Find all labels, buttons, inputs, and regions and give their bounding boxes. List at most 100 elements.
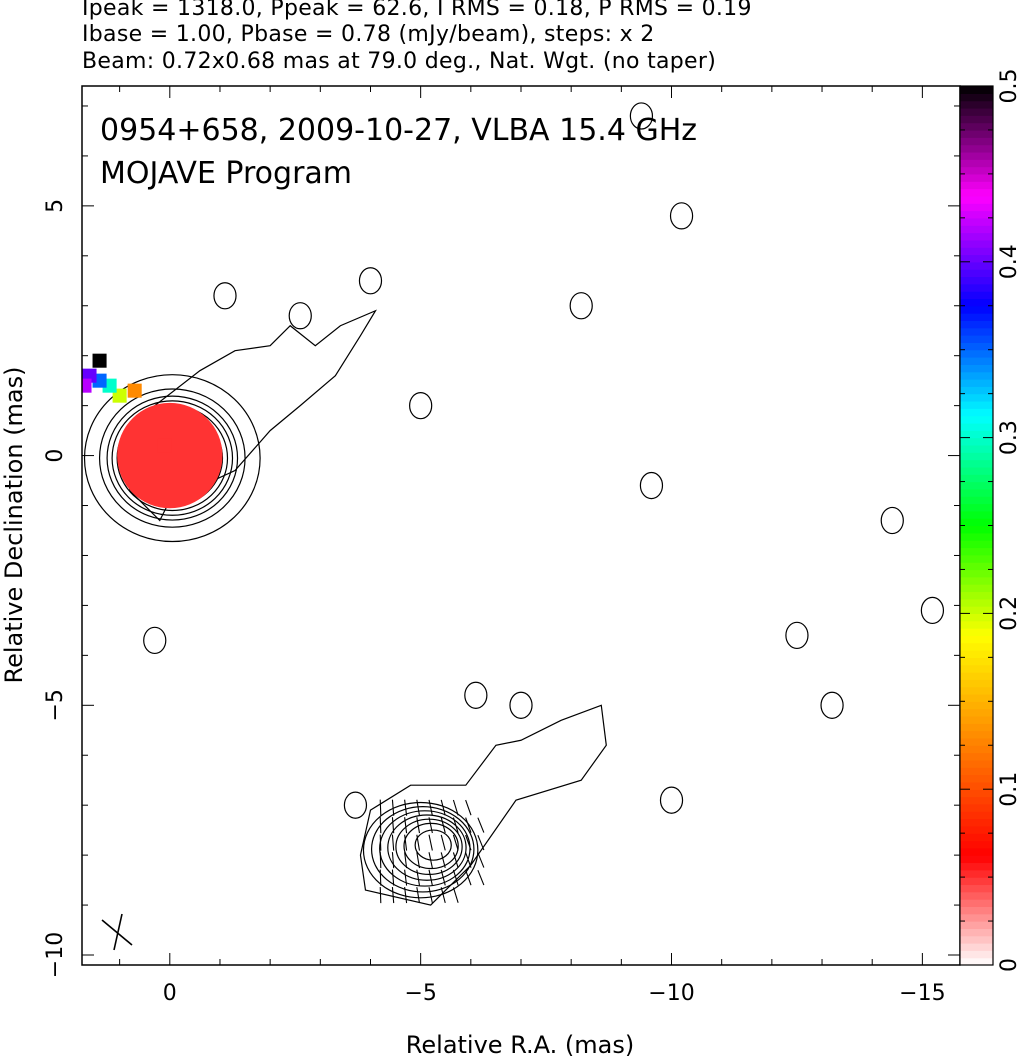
colorbar-band (960, 818, 993, 827)
evpa-stick (465, 834, 472, 851)
colorbar-band (960, 642, 993, 651)
colorbar: 0 0.1 0.2 0.3 0.4 0.5 (959, 69, 1021, 972)
knot-contour (370, 806, 475, 893)
noise-contour (464, 681, 488, 709)
colorbar-band (960, 129, 993, 138)
colorbar-band (960, 415, 993, 424)
colorbar-band (960, 210, 993, 219)
colorbar-band (960, 825, 993, 834)
colorbar-band (960, 283, 993, 292)
y-tick-label: 0 (43, 449, 68, 463)
colorbar-band (960, 862, 993, 871)
colorbar-band (960, 122, 993, 131)
colorbar-band (960, 657, 993, 666)
evpa-stick (428, 799, 433, 816)
colorbar-tick-label: 0.3 (997, 420, 1021, 455)
colorbar-band (960, 408, 993, 417)
colorbar-band (960, 789, 993, 798)
evpa-stick (452, 799, 459, 816)
evpa-stick (428, 869, 433, 886)
colorbar-band (960, 313, 993, 321)
axis-ticks: 0 −5 −10 −15 5 0 −5 −10 (43, 86, 960, 1006)
colorbar-band (960, 540, 993, 549)
colorbar-band (960, 510, 993, 519)
colorbar-band (960, 144, 993, 153)
header-line-2: Ibase = 1.00, Pbase = 0.78 (mJy/beam), s… (82, 22, 655, 47)
knot-contour (387, 814, 467, 881)
colorbar-band (960, 430, 993, 439)
colorbar-band (960, 745, 993, 754)
jet-contour (359, 704, 607, 906)
noise-contour (213, 282, 237, 310)
colorbar-band (960, 935, 993, 944)
noise-contour (343, 791, 368, 819)
colorbar-band (960, 803, 993, 812)
evpa-stick (416, 817, 421, 834)
noise-contour (785, 621, 809, 650)
colorbar-band (960, 93, 993, 102)
colorbar-band (960, 481, 993, 490)
colorbar-band (960, 547, 993, 556)
colorbar-band (960, 364, 993, 373)
noise-contour (143, 626, 167, 655)
evpa-stick (379, 817, 382, 834)
polarization-pixel-layer (82, 353, 223, 509)
polarization-pixel (127, 383, 142, 398)
colorbar-tick-label: 0 (997, 958, 1021, 972)
evpa-stick (428, 852, 433, 869)
evpa-stick (452, 887, 459, 903)
colorbar-band (960, 386, 993, 395)
evpa-stick (404, 799, 408, 816)
noise-contour (509, 691, 533, 719)
colorbar-band (960, 217, 993, 226)
colorbar-band (960, 606, 993, 614)
evpa-stick (379, 834, 382, 851)
evpa-stick (404, 887, 408, 904)
header-line-3: Beam: 0.72x0.68 mas at 79.0 deg., Nat. W… (82, 49, 717, 74)
evpa-stick (391, 799, 395, 816)
evpa-stick (465, 799, 472, 816)
colorbar-band (960, 752, 993, 761)
colorbar-band (960, 855, 993, 864)
colorbar-band (960, 151, 993, 160)
evpa-stick (465, 869, 472, 886)
colorbar-band (960, 693, 993, 702)
colorbar-band (960, 869, 993, 878)
colorbar-band (960, 349, 993, 358)
colorbar-band (960, 459, 993, 468)
noise-contour (358, 267, 383, 295)
colorbar-band (960, 891, 993, 900)
plot-frame (81, 85, 961, 966)
colorbar-band (960, 188, 993, 197)
colorbar-band (960, 239, 993, 248)
polarization-core-disc (117, 402, 223, 509)
evpa-stick (440, 834, 446, 851)
evpa-stick (477, 869, 485, 886)
colorbar-band (960, 928, 993, 937)
evpa-stick (379, 799, 382, 816)
x-tick-label: −5 (404, 981, 436, 1006)
colorbar-band (960, 613, 993, 622)
colorbar-band (960, 115, 993, 124)
evpa-stick (416, 869, 421, 886)
evpa-stick (452, 834, 459, 851)
annotation-title: 0954+658, 2009-10-27, VLBA 15.4 GHz (100, 113, 697, 148)
colorbar-band (960, 335, 993, 343)
colorbar-band (960, 532, 993, 541)
colorbar-band (960, 906, 993, 915)
evpa-stick (391, 834, 395, 851)
colorbar-band (960, 767, 993, 776)
knot-contour (414, 829, 452, 861)
colorbar-band (960, 847, 993, 856)
evpa-stick (440, 869, 446, 886)
noise-contour (820, 691, 844, 719)
colorbar-band (960, 261, 993, 270)
colorbar-band (960, 225, 993, 234)
noise-contour (669, 202, 694, 230)
evpa-stick (452, 852, 459, 868)
colorbar-band (960, 452, 993, 461)
colorbar-tick-label: 0.1 (997, 772, 1021, 807)
colorbar-band (960, 488, 993, 497)
colorbar-band (960, 173, 993, 182)
